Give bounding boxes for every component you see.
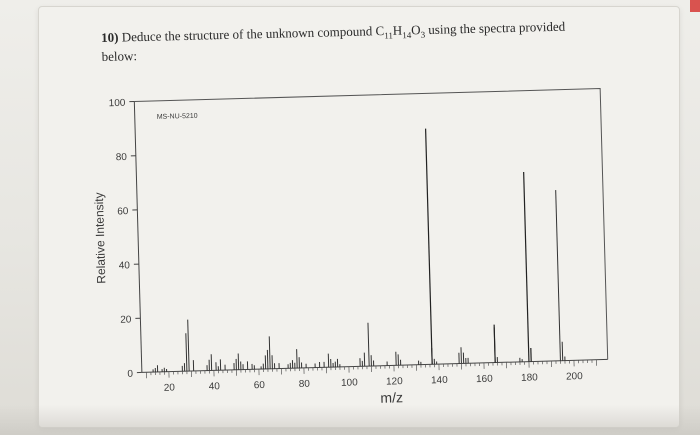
spectrum-peaks [152, 128, 566, 373]
peak [296, 349, 298, 369]
y-tick-label: 80 [116, 152, 128, 163]
y-tick-label: 60 [117, 206, 129, 217]
x-tick-label: 100 [341, 377, 358, 388]
worksheet-page [38, 6, 680, 428]
photo-shadow [0, 405, 700, 435]
major-peak [523, 171, 530, 362]
peak [185, 333, 188, 372]
x-axis: 20 40 60 80 100 120 140 160 180 200 [141, 358, 608, 394]
x-tick-label: 160 [476, 374, 493, 385]
major-peak [424, 128, 433, 365]
peak [266, 349, 269, 369]
x-tick-label: 20 [164, 382, 176, 393]
x-tick-label: 200 [566, 371, 583, 382]
y-axis-label: Relative Intensity [92, 192, 109, 284]
y-axis-line [133, 101, 143, 373]
peak [555, 190, 561, 361]
peak [561, 341, 564, 361]
y-tick-label: 40 [119, 260, 131, 271]
major-peak [493, 324, 496, 363]
y-axis: 0 20 40 60 80 100 [109, 98, 143, 380]
x-tick-label: 140 [431, 375, 448, 386]
y-tick-label: 0 [127, 369, 133, 380]
x-tick-label: 80 [299, 379, 311, 390]
x-tick-label: 180 [521, 372, 538, 383]
corner-accent [690, 0, 700, 12]
y-tick-label: 100 [109, 98, 126, 109]
peak [187, 319, 190, 372]
x-tick-label: 120 [386, 376, 403, 387]
peak [268, 336, 271, 369]
plot-border [134, 88, 609, 360]
x-axis-line [141, 358, 608, 373]
y-tick-label: 20 [120, 314, 132, 325]
plot-frame [134, 88, 609, 360]
x-tick-label: 60 [254, 380, 266, 391]
peak [367, 322, 370, 367]
x-tick-label: 40 [209, 381, 221, 392]
inset-label: MS-NU-5210 [157, 113, 198, 121]
x-axis-label: m/z [380, 389, 403, 406]
